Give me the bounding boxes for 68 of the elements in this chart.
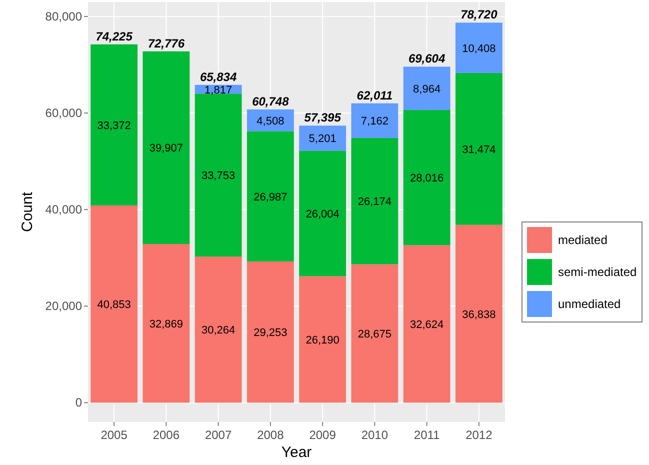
bar xyxy=(194,94,242,257)
data-label: 4,508 xyxy=(256,115,284,128)
total-label: 74,225 xyxy=(96,29,133,44)
data-label: 29,253 xyxy=(254,327,288,340)
data-label: 5,201 xyxy=(308,133,336,146)
y-tick-label: 40,000 xyxy=(45,202,82,217)
y-axis-title: Count xyxy=(19,191,36,232)
data-label: 36,838 xyxy=(462,308,496,321)
x-tick-label: 2006 xyxy=(152,428,180,442)
x-tick-label: 2005 xyxy=(100,428,128,442)
bar xyxy=(142,51,190,244)
x-tick-label: 2011 xyxy=(414,428,440,442)
x-tick-label: 2007 xyxy=(204,428,232,442)
bar xyxy=(351,103,398,138)
bar xyxy=(90,205,138,403)
x-tick-label: 2009 xyxy=(309,428,336,442)
data-label: 32,869 xyxy=(149,318,184,330)
total-label: 65,834 xyxy=(200,70,237,84)
data-label: 33,372 xyxy=(97,120,131,132)
data-label: 40,853 xyxy=(97,299,131,312)
legend-label: unmediated xyxy=(558,297,621,311)
bar xyxy=(299,150,346,276)
bar xyxy=(246,131,294,262)
x-tick-label: 2008 xyxy=(257,428,284,442)
y-tick-label: 20,000 xyxy=(45,299,82,314)
data-label: 10,408 xyxy=(462,42,496,55)
legend-label: semi-mediated xyxy=(558,265,637,279)
data-label: 1,817 xyxy=(204,84,232,96)
total-label: 72,776 xyxy=(148,36,185,50)
legend-label: mediated xyxy=(558,233,608,247)
data-label: 39,907 xyxy=(149,142,184,155)
data-label: 28,016 xyxy=(410,172,444,185)
y-tick-label: 80,000 xyxy=(45,9,82,24)
x-axis-title: Year xyxy=(281,444,312,461)
total-label: 78,720 xyxy=(460,8,498,22)
x-tick-label: 2012 xyxy=(466,428,493,442)
data-label: 8,964 xyxy=(413,83,441,96)
data-label: 26,190 xyxy=(306,334,340,346)
y-tick-label: 0 xyxy=(75,396,82,410)
bar xyxy=(351,138,398,264)
bar xyxy=(142,244,190,403)
data-label: 30,264 xyxy=(201,324,236,337)
bar xyxy=(90,44,138,206)
total-label: 69,604 xyxy=(408,52,446,66)
data-label: 33,753 xyxy=(201,170,236,182)
bar xyxy=(455,72,502,225)
bar xyxy=(351,264,398,403)
data-label: 7,162 xyxy=(360,116,388,128)
total-label: 62,011 xyxy=(356,88,393,102)
data-label: 26,174 xyxy=(358,196,392,208)
bar xyxy=(194,256,242,403)
data-label: 26,004 xyxy=(306,208,340,220)
y-tick-label: 60,000 xyxy=(45,106,82,120)
bar xyxy=(299,276,346,403)
x-tick-label: 2010 xyxy=(361,428,388,442)
bar xyxy=(455,224,502,403)
bar xyxy=(455,22,502,73)
total-label: 57,395 xyxy=(304,110,342,125)
bar xyxy=(246,261,294,403)
data-label: 28,675 xyxy=(358,328,392,340)
data-label: 26,987 xyxy=(254,191,288,204)
bar xyxy=(299,126,346,151)
total-label: 60,748 xyxy=(252,94,290,108)
data-label: 32,624 xyxy=(410,318,444,331)
bar xyxy=(403,66,450,110)
data-label: 31,474 xyxy=(462,144,496,156)
bar xyxy=(403,245,450,403)
bar xyxy=(403,110,450,246)
